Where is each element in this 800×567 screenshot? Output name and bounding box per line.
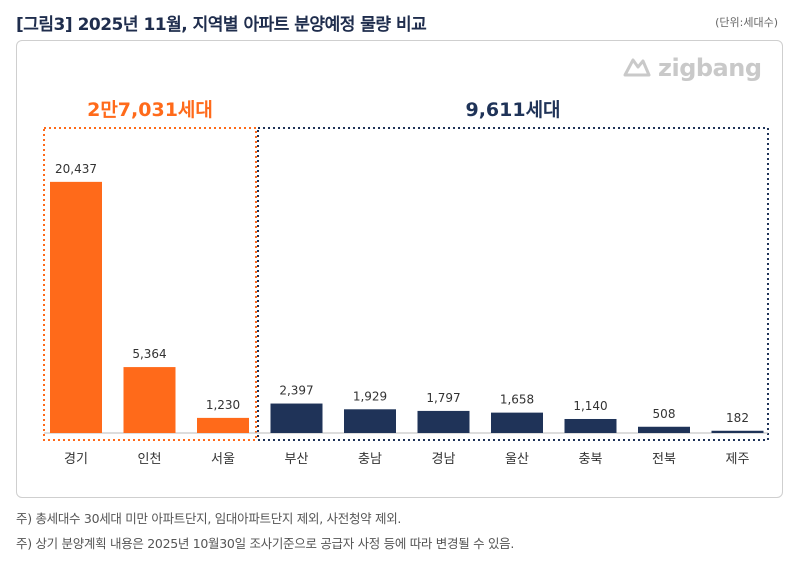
value-label-제주: 182 <box>726 411 749 425</box>
zigbang-logo-icon <box>623 58 651 77</box>
bar-인천 <box>123 367 176 433</box>
zigbang-logo: zigbang <box>622 54 762 82</box>
category-label-경남: 경남 <box>432 452 456 467</box>
category-label-충남: 충남 <box>358 452 382 467</box>
category-label-울산: 울산 <box>505 452 529 467</box>
value-label-충남: 1,929 <box>353 389 387 403</box>
value-label-서울: 1,230 <box>206 398 240 412</box>
bar-서울 <box>197 417 249 433</box>
category-label-서울: 서울 <box>211 452 235 467</box>
bar-부산 <box>270 403 323 433</box>
value-label-울산: 1,658 <box>500 393 534 407</box>
category-label-인천: 인천 <box>138 452 162 467</box>
category-label-충북: 충북 <box>579 452 603 467</box>
value-label-충북: 1,140 <box>573 399 607 413</box>
bar-경기 <box>50 181 102 433</box>
category-label-경기: 경기 <box>64 452 88 467</box>
footnote-2: 주) 상기 분양계획 내용은 2025년 10월30일 조사기준으로 공급자 사… <box>16 536 515 551</box>
bar-제주 <box>711 430 764 433</box>
chart-title: [그림3] 2025년 11월, 지역별 아파트 분양예정 물량 비교 <box>16 15 427 35</box>
group-frame-2 <box>257 127 769 441</box>
category-label-부산: 부산 <box>285 452 309 467</box>
category-label-전북: 전북 <box>652 452 676 467</box>
category-label-제주: 제주 <box>726 452 750 467</box>
group-label-2: 9,611세대 <box>465 99 560 121</box>
value-label-경기: 20,437 <box>55 162 97 176</box>
value-label-전북: 508 <box>653 407 676 421</box>
bar-충북 <box>564 418 617 433</box>
value-label-부산: 2,397 <box>279 384 313 398</box>
zigbang-logo-text: zigbang <box>658 54 762 82</box>
unit-label: (단위:세대수) <box>715 16 778 29</box>
value-label-인천: 5,364 <box>132 347 166 361</box>
group-frame-1 <box>43 127 257 441</box>
group-label-1: 2만7,031세대 <box>87 99 213 121</box>
footnote-1: 주) 총세대수 30세대 미만 아파트단지, 임대아파트단지 제외, 사전청약 … <box>16 511 402 526</box>
bar-충남 <box>344 409 396 433</box>
bar-울산 <box>491 412 543 433</box>
bar-경남 <box>417 410 470 433</box>
bar-전북 <box>638 426 690 433</box>
value-label-경남: 1,797 <box>426 391 460 405</box>
